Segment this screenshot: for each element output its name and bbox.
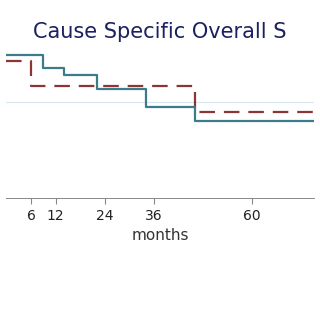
Text: Cause Specific Overall S: Cause Specific Overall S — [33, 22, 287, 42]
X-axis label: months: months — [131, 228, 189, 244]
